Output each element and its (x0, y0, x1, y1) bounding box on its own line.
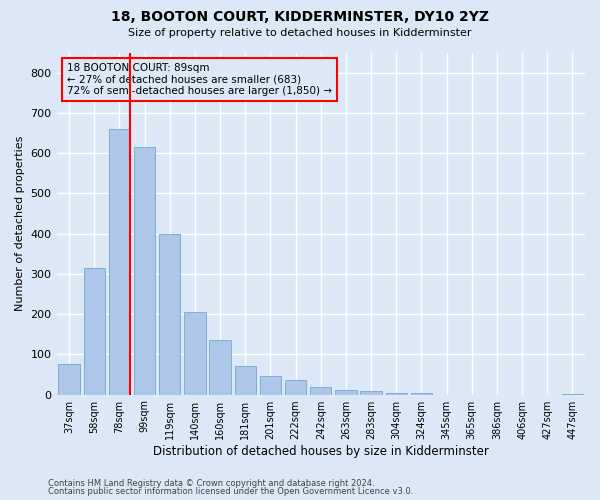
Text: Contains HM Land Registry data © Crown copyright and database right 2024.: Contains HM Land Registry data © Crown c… (48, 478, 374, 488)
Bar (58, 364, 80, 394)
Bar (285, 380, 307, 394)
Text: 18 BOOTON COURT: 89sqm
← 27% of detached houses are smaller (683)
72% of semi-de: 18 BOOTON COURT: 89sqm ← 27% of detached… (67, 63, 332, 96)
Bar (235, 366, 256, 394)
Bar (83, 268, 105, 394)
Bar (109, 129, 130, 394)
Bar (335, 390, 356, 394)
Bar (134, 147, 155, 394)
Y-axis label: Number of detached properties: Number of detached properties (15, 136, 25, 311)
Bar (361, 391, 382, 394)
Bar (209, 340, 231, 394)
Bar (260, 376, 281, 394)
Bar (159, 234, 181, 394)
X-axis label: Distribution of detached houses by size in Kidderminster: Distribution of detached houses by size … (153, 444, 489, 458)
Text: Contains public sector information licensed under the Open Government Licence v3: Contains public sector information licen… (48, 487, 413, 496)
Bar (184, 312, 206, 394)
Bar (310, 386, 331, 394)
Text: Size of property relative to detached houses in Kidderminster: Size of property relative to detached ho… (128, 28, 472, 38)
Text: 18, BOOTON COURT, KIDDERMINSTER, DY10 2YZ: 18, BOOTON COURT, KIDDERMINSTER, DY10 2Y… (111, 10, 489, 24)
Bar (386, 392, 407, 394)
